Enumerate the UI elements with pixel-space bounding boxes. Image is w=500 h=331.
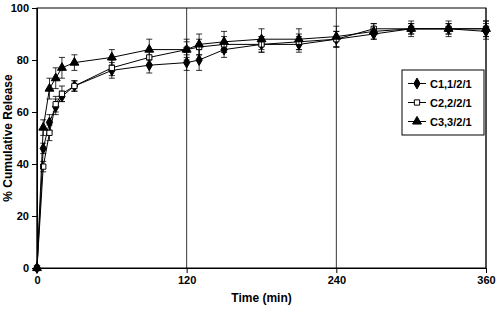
marker (70, 57, 79, 65)
axis-line (32, 9, 38, 269)
tick-mark (187, 268, 188, 273)
series-line (37, 29, 486, 268)
tick-label: 100 (11, 2, 29, 14)
plot-data (33, 21, 491, 273)
marker (369, 26, 378, 34)
tick-label: 240 (328, 274, 346, 286)
tick: 40 (17, 158, 37, 170)
marker (51, 73, 60, 81)
tick-label: 0 (23, 262, 29, 274)
marker (39, 122, 48, 130)
legend-marker (413, 116, 422, 124)
error-bar (71, 81, 77, 91)
marker (107, 52, 116, 60)
legend-label: C2,2/2/1 (430, 97, 472, 109)
error-bar (40, 143, 46, 153)
tick-mark (32, 164, 37, 165)
marker (407, 24, 416, 32)
tick-label: 120 (178, 274, 196, 286)
marker (72, 83, 77, 88)
grid (37, 8, 486, 268)
legend-marker (414, 100, 419, 105)
marker (196, 55, 202, 66)
y-axis-title: % Cumulative Release (1, 74, 15, 202)
legend-label: C1,1/2/1 (430, 78, 472, 90)
tick-mark (336, 268, 337, 273)
marker (53, 102, 58, 107)
marker (59, 91, 64, 96)
series (33, 21, 491, 271)
marker (195, 39, 204, 47)
tick-label: 20 (17, 210, 29, 222)
tick-mark (32, 112, 37, 113)
error-bar (46, 125, 52, 141)
tick-label: 60 (17, 106, 29, 118)
marker (58, 63, 67, 71)
x-axis-title: Time (min) (231, 291, 291, 305)
series (34, 21, 489, 271)
tick-label: 0 (34, 274, 40, 286)
legend-box (402, 70, 484, 135)
marker (444, 24, 453, 32)
chart: 0 120 240 360 0 20 40 60 80 100 Time (min) % Cumula… (0, 0, 500, 331)
tick-label: 80 (17, 54, 29, 66)
x-axis: 0 120 240 360 (34, 268, 495, 286)
marker (33, 263, 42, 271)
axis-line (38, 269, 487, 274)
tick-label: 40 (17, 158, 29, 170)
tick: 60 (17, 106, 37, 118)
marker (109, 65, 114, 70)
marker (257, 34, 266, 42)
marker (45, 83, 54, 91)
marker (182, 44, 191, 52)
marker (47, 130, 52, 135)
tick: 360 (477, 268, 495, 286)
tick: 20 (17, 210, 37, 222)
tick-label: 360 (477, 274, 495, 286)
tick-mark (486, 268, 487, 273)
tick: 240 (328, 268, 346, 286)
tick-mark (32, 216, 37, 217)
tick: 100 (11, 2, 37, 14)
legend-marker (414, 78, 420, 89)
series (34, 23, 489, 273)
tick: 80 (17, 54, 37, 66)
legend-label: C3,3/2/1 (430, 116, 472, 128)
tick: 120 (178, 268, 196, 286)
marker (294, 34, 303, 42)
series-line (37, 29, 486, 268)
error-bar (53, 96, 59, 112)
marker (332, 31, 341, 39)
error-bar (59, 86, 65, 102)
plot-frame (37, 8, 486, 268)
series-line (37, 29, 486, 268)
marker (482, 24, 491, 32)
marker (220, 37, 229, 45)
marker (71, 81, 77, 92)
marker (145, 44, 154, 52)
tick-mark (32, 8, 37, 9)
legend: C1,1/2/1 C2,2/2/1 C3,3/2/1 (402, 70, 484, 135)
tick-mark (32, 60, 37, 61)
error-bar (71, 81, 77, 91)
